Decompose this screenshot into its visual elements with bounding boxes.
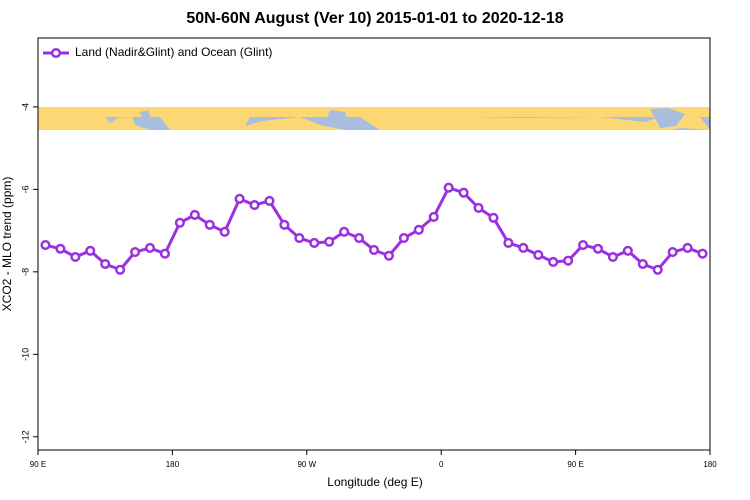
data-point	[324, 236, 335, 247]
data-point	[563, 255, 574, 266]
data-point	[55, 243, 66, 254]
data-point	[85, 245, 96, 256]
data-point	[637, 258, 648, 270]
data-point	[159, 248, 170, 259]
data-point	[354, 232, 365, 244]
data-point	[548, 256, 559, 267]
data-point	[518, 242, 529, 253]
data-point	[503, 237, 514, 249]
data-point	[249, 199, 260, 211]
data-point	[607, 251, 618, 263]
data-point	[667, 246, 678, 258]
data-point	[368, 244, 380, 256]
x-tick-label: 180	[703, 460, 717, 469]
x-tick-label: 90 W	[297, 460, 316, 469]
data-point	[458, 187, 469, 198]
data-point	[592, 243, 604, 254]
x-tick-label: 180	[166, 460, 180, 469]
y-axis-label: XCO2 - MLO trend (ppm)	[0, 177, 14, 312]
data-point	[174, 217, 185, 228]
data-point	[234, 193, 245, 204]
data-point	[697, 248, 708, 259]
data-point	[428, 211, 439, 223]
data-point	[398, 232, 409, 244]
data-point	[189, 209, 200, 220]
data-point	[40, 239, 51, 251]
data-point	[70, 251, 81, 263]
series-line	[45, 185, 704, 272]
data-point	[309, 237, 320, 249]
chart-title: 50N-60N August (Ver 10) 2015-01-01 to 20…	[186, 10, 563, 27]
data-point	[204, 219, 215, 230]
data-point	[130, 246, 141, 258]
y-tick-label: -4	[20, 103, 30, 111]
data-point	[279, 219, 290, 230]
data-point	[413, 224, 424, 235]
y-tick-label: -12	[20, 430, 30, 443]
data-point	[578, 239, 589, 251]
y-tick-label: -6	[20, 185, 30, 193]
data-point	[264, 195, 275, 206]
data-point	[339, 226, 350, 237]
data-point	[488, 212, 499, 223]
map-strip	[38, 107, 710, 130]
x-axis-label: Longitude (deg E)	[327, 475, 422, 489]
data-point	[219, 226, 230, 237]
data-point	[383, 250, 394, 261]
legend-marker	[50, 47, 62, 59]
x-tick-label: 90 E	[567, 460, 583, 469]
plot-frame	[37, 37, 711, 451]
y-tick-label: -8	[20, 268, 30, 276]
data-point	[294, 232, 305, 244]
data-point	[443, 182, 454, 193]
x-tick-label: 0	[439, 460, 444, 469]
legend-label: Land (Nadir&Glint) and Ocean (Glint)	[75, 45, 272, 59]
data-point	[652, 264, 663, 275]
x-tick-label: 90 E	[30, 460, 46, 469]
data-point	[100, 258, 111, 270]
data-point	[682, 242, 693, 253]
data-point	[144, 242, 156, 253]
data-point	[473, 202, 484, 213]
y-tick-label: -10	[20, 348, 30, 361]
data-point	[115, 264, 126, 275]
data-point	[622, 245, 633, 256]
data-point	[533, 249, 544, 260]
